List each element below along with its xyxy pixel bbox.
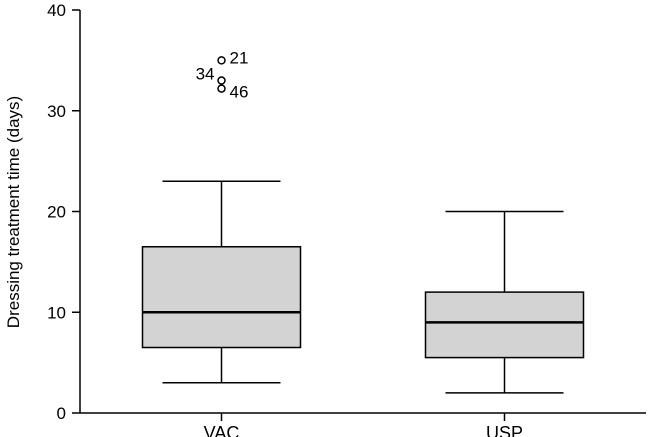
outlier-label: 46: [230, 83, 249, 102]
y-tick-label: 20: [47, 203, 66, 222]
y-tick-label: 10: [47, 303, 66, 322]
x-category-label: USP: [486, 423, 523, 437]
y-axis-title: Dressing treatment time (days): [4, 96, 23, 328]
box-usp: [424, 210, 585, 394]
y-tick-label: 30: [47, 102, 66, 121]
outlier-label: 34: [196, 65, 215, 84]
iqr-box: [424, 291, 585, 359]
x-axis-categories: VAC USP: [204, 413, 523, 437]
outlier-point: [217, 84, 226, 93]
box-vac: 21 34 46: [141, 48, 302, 384]
iqr-box: [141, 246, 302, 349]
outlier-point: [217, 76, 226, 85]
y-axis-ticks: 0 10 20 30 40: [47, 1, 80, 423]
outlier-point: [217, 56, 226, 65]
y-tick-label: 40: [47, 1, 66, 20]
outlier-label: 21: [230, 48, 249, 67]
x-category-label: VAC: [204, 423, 240, 437]
y-tick-label: 0: [57, 404, 66, 423]
boxes-group: 21 34 46: [141, 48, 585, 394]
